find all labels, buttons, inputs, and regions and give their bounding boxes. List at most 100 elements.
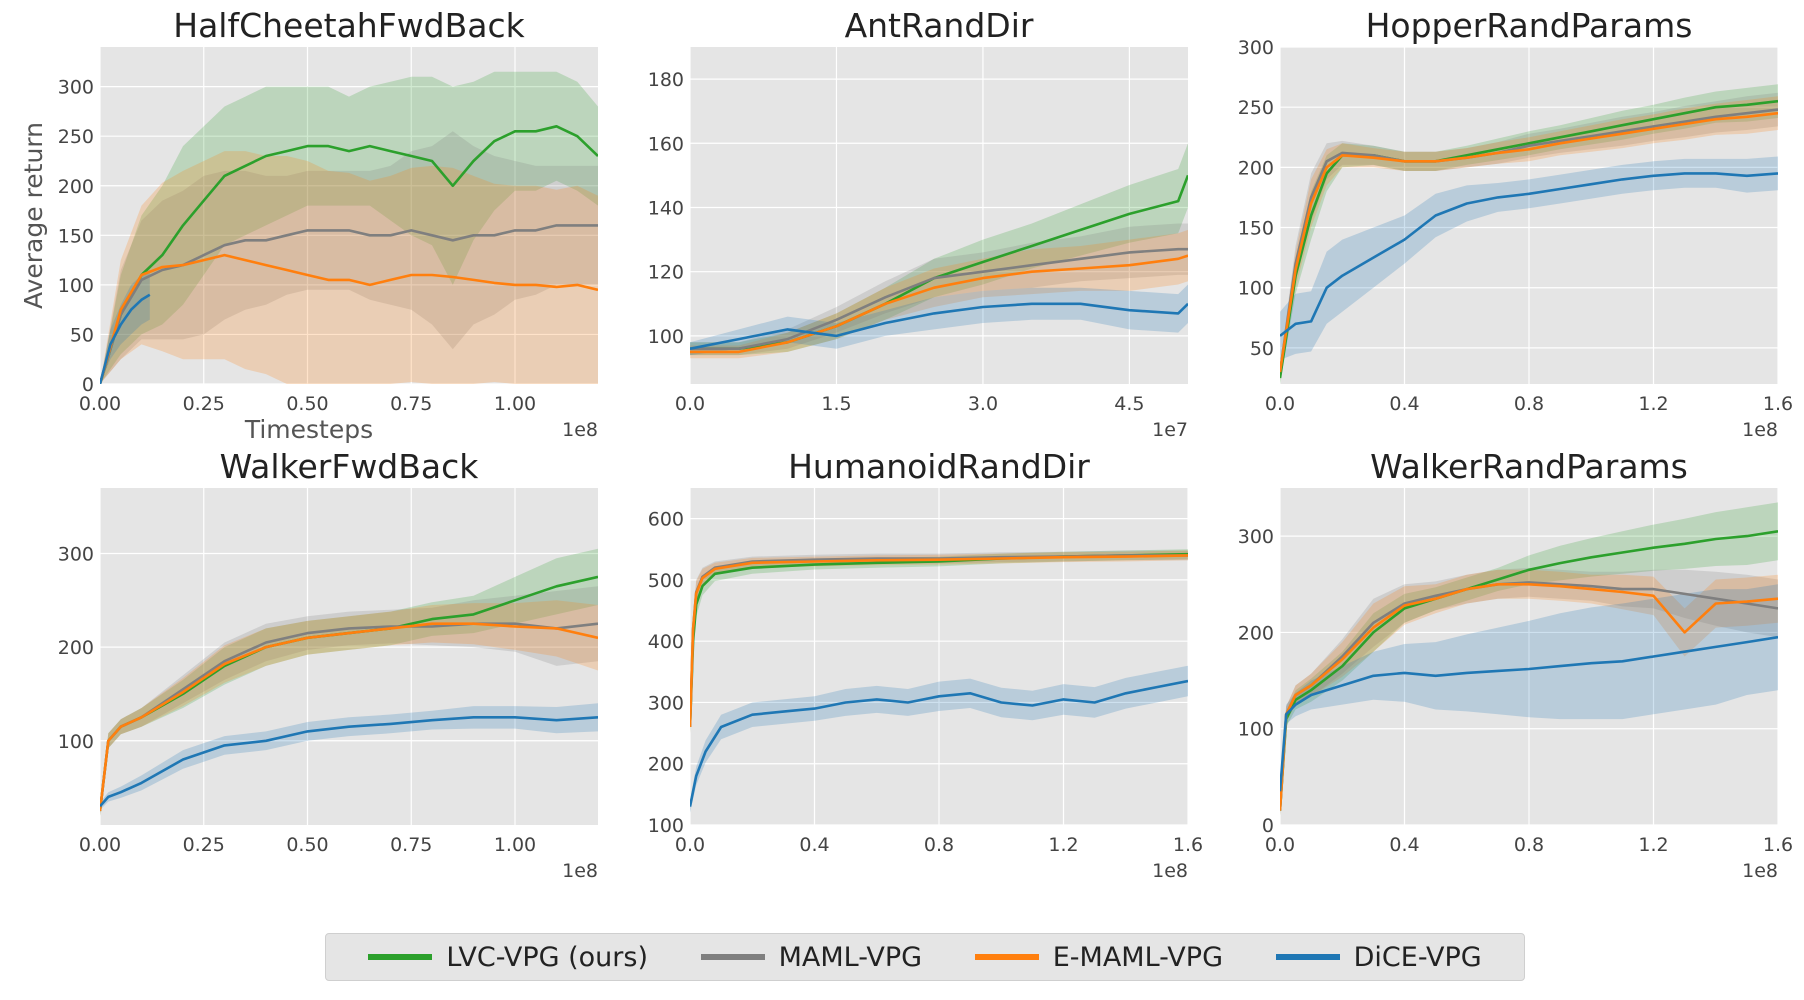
y-tick-label: 200: [1238, 157, 1274, 179]
x-tick-label: 0.50: [286, 393, 328, 415]
series-band-e-maml-vpg: [100, 600, 598, 816]
series-line-e-maml-vpg: [1280, 582, 1778, 811]
y-tick-label: 120: [648, 262, 684, 284]
y-tick-label: 180: [648, 69, 684, 91]
y-tick-label: 200: [1238, 622, 1274, 644]
legend-label-lvc-vpg: LVC-VPG (ours): [446, 941, 648, 973]
x-multiplier: 1e8: [562, 860, 598, 882]
chart-humanoidranddir: 0.0 0.4 0.8 1.2 1.6 100 200 300 400 500 600 1e8 Huma…: [648, 447, 1203, 882]
legend: LVC-VPG (ours) MAML-VPG E-MAML-VPG DiCE-…: [325, 933, 1525, 981]
series-layer: [1280, 84, 1778, 384]
chart-hopperrandparams: 0.0 0.4 0.8 1.2 1.6 50 100 150 200 250 300 1e8 Hoppe…: [1238, 6, 1793, 441]
y-tick-label: 200: [58, 637, 94, 659]
series-band-maml-vpg: [1280, 92, 1778, 378]
series-layer: [690, 549, 1188, 813]
legend-entry-maml-vpg: MAML-VPG: [700, 941, 923, 973]
series-line-dice-vpg: [1280, 172, 1778, 337]
series-layer: [690, 143, 1188, 359]
series-line-dice-vpg: [690, 302, 1188, 350]
y-tick-label: 100: [648, 815, 684, 837]
x-tick-label: 1.2: [1638, 834, 1668, 856]
chart-antranddir: 0.0 1.5 3.0 4.5 100 120 140 160 180 1e7 AntRandDir: [648, 6, 1188, 441]
chart-title: HalfCheetahFwdBack: [173, 6, 525, 45]
y-tick-label: 250: [58, 126, 94, 148]
series-band-lvc-vpg-ours: [690, 549, 1188, 734]
x-tick-label: 1.00: [494, 834, 536, 856]
x-multiplier: 1e8: [1742, 419, 1778, 441]
series-band-lvc-vpg-ours: [1280, 84, 1778, 384]
y-tick-label: 100: [1238, 278, 1274, 300]
legend-label-dice-vpg: DiCE-VPG: [1353, 941, 1482, 973]
legend-entry-lvc-vpg: LVC-VPG (ours): [368, 942, 648, 973]
x-tick-label: 0.8: [924, 834, 954, 856]
x-tick-label: 0.0: [1265, 393, 1295, 415]
x-multiplier: 1e7: [1152, 419, 1188, 441]
plot-area: [690, 47, 1188, 384]
series-line-maml-vpg: [690, 247, 1188, 351]
series-band-dice-vpg: [1280, 156, 1778, 360]
y-tick-label: 400: [648, 631, 684, 653]
series-band-dice-vpg: [100, 270, 150, 384]
y-tick-label: 150: [1238, 218, 1274, 240]
y-tick-label: 300: [58, 77, 94, 99]
series-line-lvc-vpg-ours: [1280, 530, 1778, 811]
legend-entry-dice-vpg: DiCE-VPG: [1275, 941, 1482, 973]
chart-title: HumanoidRandDir: [788, 447, 1090, 486]
legend-label-maml-vpg: MAML-VPG: [778, 941, 923, 973]
x-tick-label: 0.50: [286, 834, 328, 856]
x-tick-label: 0.75: [390, 393, 432, 415]
series-line-e-maml-vpg: [1280, 111, 1778, 373]
y-tick-label: 0: [82, 374, 94, 396]
y-tick-label: 140: [648, 197, 684, 219]
chart-halfcheetahfwdback: 0.00 0.25 0.50 0.75 1.00 0 50 100 150 200 250 300 1e…: [19, 6, 598, 444]
series-layer: [1280, 502, 1778, 816]
chart-title: WalkerFwdBack: [220, 447, 480, 486]
series-band-lvc-vpg-ours: [690, 143, 1188, 356]
y-tick-label: 250: [1238, 97, 1274, 119]
x-tick-label: 0.75: [390, 834, 432, 856]
x-tick-label: 0.4: [799, 834, 829, 856]
y-tick-label: 150: [58, 225, 94, 247]
x-tick-label: 0.25: [183, 834, 225, 856]
legend-label-e-maml-vpg: E-MAML-VPG: [1052, 941, 1223, 973]
x-tick-label: 0.0: [1265, 834, 1295, 856]
series-band-maml-vpg: [1280, 567, 1778, 816]
legend-entry-e-maml-vpg: E-MAML-VPG: [974, 941, 1223, 973]
x-tick-label: 0.4: [1389, 393, 1419, 415]
x-tick-label: 3.0: [968, 393, 998, 415]
series-line-dice-vpg: [100, 293, 151, 384]
y-tick-label: 100: [58, 731, 94, 753]
y-tick-label: 600: [648, 509, 684, 531]
series-line-e-maml-vpg: [690, 254, 1188, 354]
chart-title: AntRandDir: [845, 6, 1034, 45]
series-band-lvc-vpg-ours: [1280, 502, 1778, 816]
x-tick-label: 1.5: [821, 393, 851, 415]
x-multiplier: 1e8: [562, 419, 598, 441]
series-line-e-maml-vpg: [100, 622, 598, 812]
series-line-lvc-vpg-ours: [100, 125, 598, 384]
y-tick-label: 300: [58, 544, 94, 566]
x-tick-label: 0.0: [675, 834, 705, 856]
series-band-lvc-vpg-ours: [100, 71, 598, 384]
series-line-e-maml-vpg: [100, 253, 598, 384]
legend-swatch-lvc-vpg: [368, 954, 433, 960]
series-band-maml-vpg: [100, 586, 598, 816]
series-line-dice-vpg: [690, 679, 1188, 807]
x-tick-label: 1.6: [1763, 834, 1793, 856]
y-tick-label: 300: [648, 692, 684, 714]
y-tick-label: 50: [1250, 338, 1274, 360]
series-layer: [100, 548, 598, 816]
chart-title: WalkerRandParams: [1370, 447, 1688, 486]
x-multiplier: 1e8: [1742, 860, 1778, 882]
legend-swatch-maml-vpg: [700, 954, 765, 960]
series-band-dice-vpg: [690, 284, 1188, 356]
chart-walkerfwdback: 0.00 0.25 0.50 0.75 1.00 100 200 300 1e8 WalkerFw…: [58, 447, 598, 882]
series-band-maml-vpg: [690, 223, 1188, 356]
series-band-dice-vpg: [1280, 584, 1778, 799]
series-line-e-maml-vpg: [690, 554, 1188, 728]
series-band-dice-vpg: [690, 665, 1188, 813]
x-tick-label: 4.5: [1114, 393, 1144, 415]
x-tick-label: 0.00: [79, 834, 121, 856]
series-band-maml-vpg: [100, 131, 598, 384]
